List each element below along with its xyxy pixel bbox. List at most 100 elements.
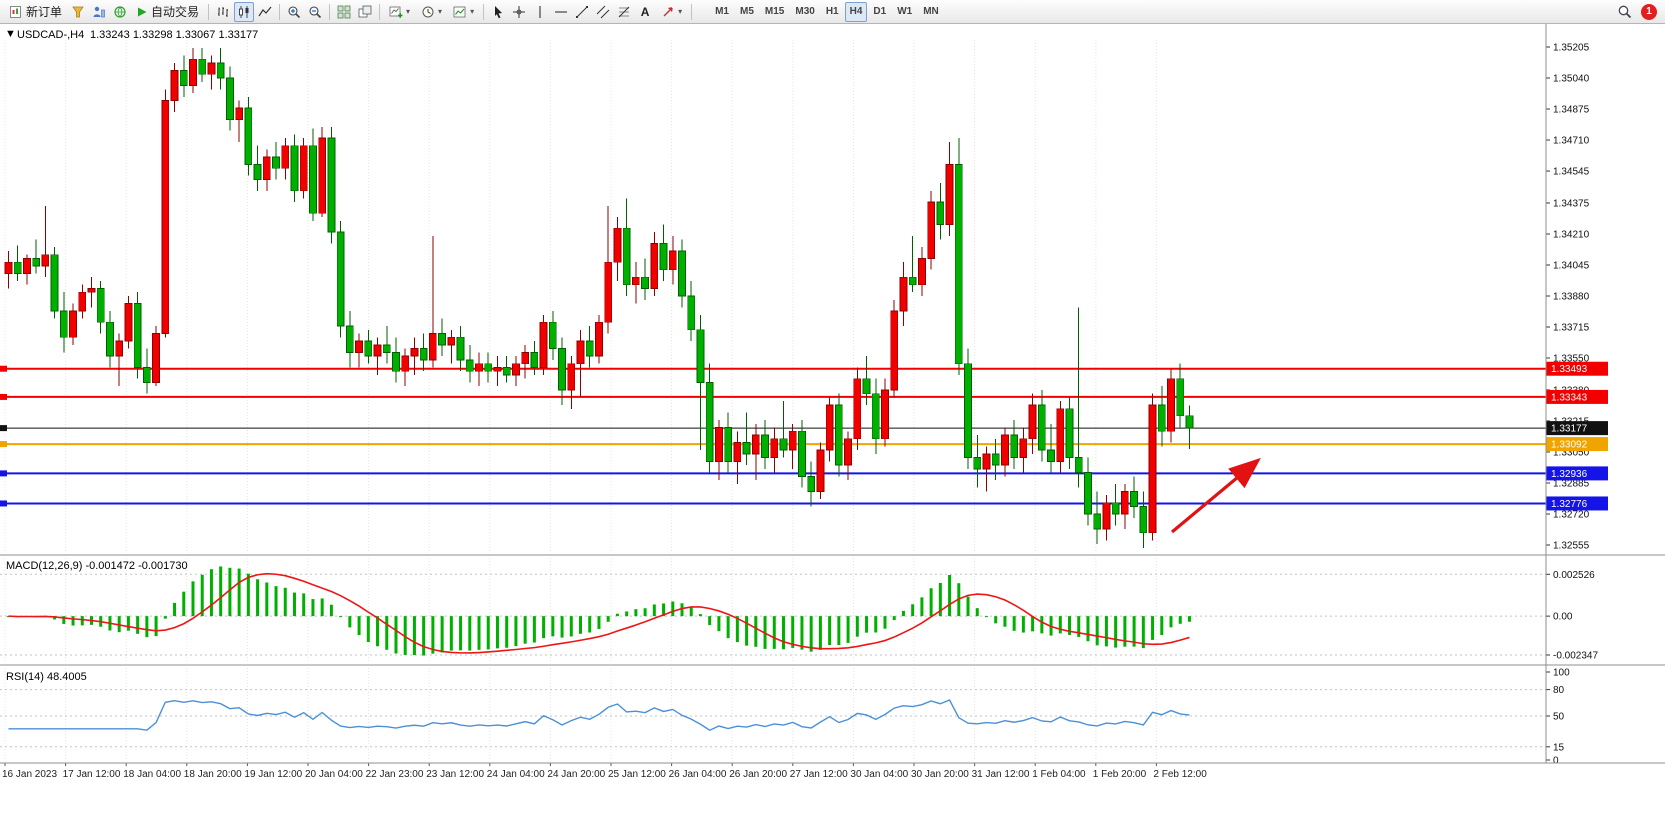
- bar-chart-icon: [218, 6, 229, 17]
- candle: [715, 427, 723, 462]
- macd-histogram-bar: [505, 616, 509, 648]
- zoom-out-button[interactable]: [305, 2, 325, 22]
- toolbar-separator: [379, 3, 381, 20]
- candle: [59, 310, 68, 338]
- timeframe-button-m5[interactable]: M5: [740, 6, 754, 17]
- new-order-button[interactable]: 新订单: [4, 2, 67, 22]
- candle: [484, 363, 493, 372]
- candle: [410, 348, 419, 357]
- hlines-layer[interactable]: [0, 365, 1546, 507]
- macd-histogram-bar: [376, 616, 380, 647]
- macd-histogram-bar: [948, 574, 952, 617]
- cascade-windows-button[interactable]: [355, 2, 375, 22]
- time-axis-label: 22 Jan 23:00: [366, 769, 424, 780]
- candle: [364, 340, 373, 357]
- horizontal-line-icon: [555, 10, 568, 13]
- rsi-indicator-label: RSI(14) 48.4005: [6, 671, 87, 683]
- candle: [189, 58, 197, 86]
- chart-collapse-icon[interactable]: ▼: [5, 28, 16, 40]
- candle: [124, 303, 133, 342]
- period-button[interactable]: ▾: [416, 2, 447, 22]
- timeframe-button-m15[interactable]: M15: [764, 6, 785, 17]
- time-axis-label: 17 Jan 12:00: [63, 769, 121, 780]
- tile-windows-button[interactable]: [334, 2, 354, 22]
- market-watch-button[interactable]: [68, 2, 88, 22]
- time-axis-label: 23 Jan 12:00: [426, 769, 484, 780]
- macd-histogram-bar: [708, 616, 712, 626]
- candle: [502, 367, 511, 376]
- new-chart-button[interactable]: ▾: [384, 2, 415, 22]
- data-window-button[interactable]: [110, 2, 130, 22]
- macd-scale-label: 0.00: [1553, 612, 1573, 623]
- trendline-tool-button[interactable]: [572, 2, 592, 22]
- bar-chart-button[interactable]: [213, 2, 233, 22]
- candle: [973, 457, 982, 470]
- horizontal-line-tool-button[interactable]: [551, 2, 571, 22]
- zoom-in-button[interactable]: [284, 2, 304, 22]
- candle: [1047, 449, 1055, 462]
- macd-histogram-bar: [1114, 616, 1118, 648]
- candle: [991, 453, 1000, 466]
- new-order-label: 新订单: [26, 5, 63, 19]
- cursor-tool-button[interactable]: [488, 2, 508, 22]
- notification-badge[interactable]: 1: [1641, 3, 1657, 20]
- candle: [13, 261, 22, 274]
- globe-icon: [114, 5, 126, 18]
- hline-left-marker: [0, 393, 7, 400]
- price-tag: [1546, 496, 1608, 511]
- panel-separators[interactable]: [0, 24, 1665, 764]
- candlestick-chart-button[interactable]: [234, 1, 255, 22]
- macd-histogram-bar: [320, 598, 324, 617]
- fibonacci-icon: [618, 6, 630, 17]
- timeframe-button-m1[interactable]: M1: [715, 6, 729, 17]
- candle: [512, 363, 520, 376]
- timeframe-button-w1[interactable]: W1: [897, 6, 913, 17]
- profiles-button[interactable]: [89, 2, 109, 22]
- rsi-line: [8, 699, 1190, 732]
- channel-tool-button[interactable]: [593, 2, 613, 22]
- auto-trading-button[interactable]: 自动交易: [131, 2, 204, 22]
- trend-arrow-annotation[interactable]: [1170, 457, 1261, 534]
- arrows-tool-button[interactable]: ▾: [656, 2, 687, 22]
- price-axis-label: 1.34045: [1553, 260, 1590, 271]
- candle: [207, 62, 216, 75]
- candle: [936, 201, 945, 225]
- chart-area: 0.002526 0.00 -0.002347 100 80 50 15 0 1.35205…: [0, 24, 1665, 835]
- line-chart-button[interactable]: [255, 2, 275, 22]
- candle: [595, 321, 603, 357]
- candle: [170, 70, 179, 101]
- candle: [816, 449, 825, 492]
- macd-histogram-bar: [311, 599, 315, 617]
- macd-histogram-bar: [597, 616, 601, 629]
- macd-histogram-bar: [800, 616, 804, 650]
- text-tool-button[interactable]: A: [635, 2, 655, 22]
- play-icon: [138, 7, 147, 16]
- timeframe-button-d1[interactable]: D1: [873, 6, 887, 17]
- macd-histogram-bar: [53, 616, 57, 620]
- macd-histogram-bar: [302, 593, 306, 617]
- timeframe-button-h4[interactable]: H4: [844, 1, 868, 22]
- timeframe-button-h1[interactable]: H1: [825, 6, 839, 17]
- macd-histogram-bar: [477, 616, 481, 650]
- macd-histogram-bar: [209, 569, 213, 617]
- macd-histogram-bar: [671, 601, 675, 617]
- templates-button[interactable]: ▾: [448, 2, 479, 22]
- trend-arrow[interactable]: [1170, 457, 1261, 534]
- macd-histogram-bar: [154, 616, 158, 637]
- price-axis-label: 1.33715: [1553, 323, 1590, 334]
- candle: [1001, 434, 1009, 466]
- macd-histogram-bar: [754, 616, 758, 647]
- timeframe-button-mn[interactable]: MN: [923, 6, 939, 17]
- macd-histogram-bar: [809, 616, 813, 652]
- macd-histogram-bar: [846, 616, 850, 643]
- vertical-line-tool-button[interactable]: [530, 2, 550, 22]
- crosshair-tool-button[interactable]: [509, 2, 529, 22]
- timeframe-button-m30[interactable]: M30: [795, 6, 815, 17]
- macd-histogram-bar: [283, 587, 287, 617]
- candle: [336, 231, 345, 327]
- search-button[interactable]: [1614, 2, 1635, 22]
- macd-scale-label: 0.002526: [1553, 570, 1595, 581]
- macd-histogram-bar: [431, 616, 435, 654]
- chart-canvas[interactable]: 0.002526 0.00 -0.002347 100 80 50 15 0 1.35205…: [0, 24, 1665, 835]
- time-axis-label: 30 Jan 04:00: [850, 769, 908, 780]
